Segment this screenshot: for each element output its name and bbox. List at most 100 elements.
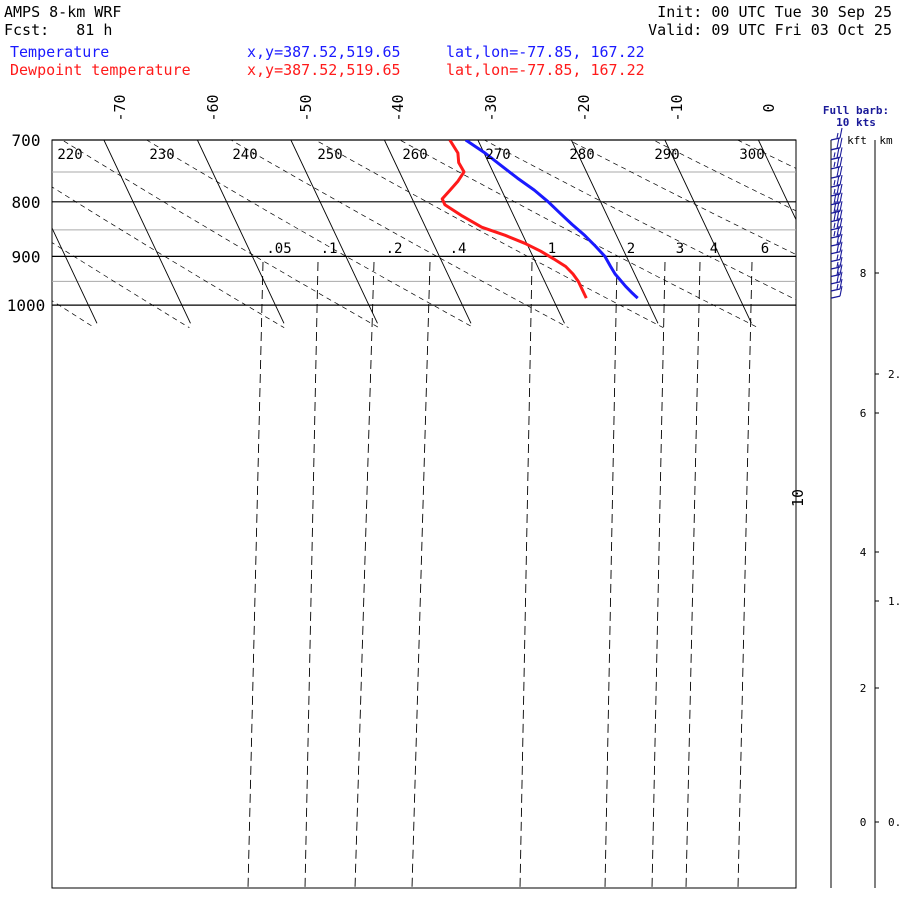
isotherm-label: -20	[575, 94, 593, 121]
wind-barb-flag	[839, 286, 843, 297]
adiabat-label: 250	[317, 147, 342, 163]
mixing-ratio-line	[354, 261, 375, 888]
isotherm	[664, 140, 752, 324]
dry-adiabat	[52, 242, 190, 328]
wind-barb-shaft	[830, 235, 841, 239]
wind-barb-flag	[839, 256, 843, 268]
temperature-legend-xy: x,y=387.52,519.65	[247, 43, 401, 61]
dry-adiabat	[52, 186, 285, 329]
isotherm	[290, 140, 378, 324]
kft-tick-label: 0	[860, 816, 867, 829]
isotherm-label: -60	[204, 94, 222, 121]
mixing-ratio-line	[519, 261, 533, 888]
dewpoint-legend-xy: x,y=387.52,519.65	[247, 61, 401, 79]
wind-barb-flag	[839, 156, 843, 167]
wind-barb-half	[836, 261, 839, 268]
wind-barb-flag	[836, 137, 840, 149]
wind-barb-shaft	[830, 288, 841, 292]
plot-frame	[51, 139, 797, 889]
wind-barb-flag	[839, 209, 843, 220]
wind-barb-shaft	[830, 273, 841, 278]
wind-barb-shaft	[830, 147, 841, 151]
wind-barb-flag	[839, 165, 843, 177]
kft-axis-label: kft	[847, 134, 867, 147]
wind-barb-flag	[833, 209, 837, 221]
wind-barb-flag	[839, 147, 843, 158]
mixing-ratio-line	[737, 261, 753, 888]
wind-barb-half	[833, 188, 836, 195]
dry-adiabat	[145, 140, 474, 329]
wind-barb-flag	[839, 225, 843, 237]
mixing-ratio-line	[651, 261, 666, 888]
wind-barb-half	[833, 180, 836, 186]
wind-barb-flag	[839, 201, 843, 212]
wind-barb-flag	[836, 264, 840, 276]
adiabat-label: 240	[232, 147, 257, 163]
wind-barb-shaft	[830, 251, 841, 255]
isotherm-label: 0	[760, 103, 778, 112]
chart-labels: 700 800 900 1000 -70 -60 -50 -40 -30 -20 -10 0 10 220…	[7, 94, 807, 507]
kft-tick-label: 4	[860, 546, 867, 559]
mixing-ratio-line	[685, 261, 701, 888]
adiabat-label: 270	[485, 147, 510, 163]
wind-barb-half	[836, 254, 839, 260]
wind-barb-flag	[839, 137, 843, 148]
km-axis-label: km	[879, 134, 893, 147]
wind-barb-flag	[836, 271, 840, 283]
chart-series	[52, 140, 796, 888]
wind-barb-shaft	[830, 202, 841, 206]
wind-barb-flag	[839, 233, 843, 245]
dry-adiabat	[230, 140, 569, 329]
mixing-ratio-label: 3	[676, 241, 684, 257]
wind-barb-flag	[839, 183, 843, 195]
isotherm-label: -30	[482, 94, 500, 121]
km-tick-label: 2.	[888, 368, 900, 381]
adiabat-label: 300	[739, 147, 764, 163]
isotherm-label: -40	[389, 94, 407, 121]
wind-barb-shaft	[830, 266, 841, 270]
wind-barb-half	[833, 230, 836, 237]
temperature-line	[464, 140, 639, 300]
mixing-ratio-label: 1	[548, 241, 556, 257]
kft-tick-label: 8	[860, 267, 867, 280]
wind-barb-half	[833, 152, 836, 158]
dry-adiabat	[399, 140, 759, 329]
wind-barb-flag	[839, 217, 843, 229]
dry-adiabat	[568, 140, 796, 255]
isotherm	[757, 140, 796, 221]
wind-barb-half	[833, 161, 836, 167]
wind-barb-shaft	[830, 295, 841, 299]
wind-barb-flag	[839, 278, 843, 290]
isotherm-label: -70	[111, 94, 129, 121]
wind-barb-shaft	[830, 219, 841, 223]
valid-time: Valid: 09 UTC Fri 03 Oct 25	[648, 21, 892, 39]
pressure-label: 800	[12, 193, 41, 212]
wind-barb-shaft	[830, 258, 841, 263]
mixing-ratio-label: 2	[627, 241, 635, 257]
mixing-ratio-line	[304, 261, 319, 888]
wind-barb-flag	[839, 249, 843, 260]
isotherm	[383, 140, 472, 324]
wind-barb-flag	[839, 192, 843, 203]
mixing-ratio-label: .05	[266, 241, 291, 257]
wind-barb-half	[836, 283, 839, 290]
kft-tick-label: 6	[860, 407, 867, 420]
pressure-label: 700	[12, 131, 41, 150]
mixing-ratio-label: .2	[386, 241, 403, 257]
adiabat-label: 280	[569, 147, 594, 163]
wind-barb-flag	[836, 165, 840, 177]
km-tick-label: 1.	[888, 595, 900, 608]
dewpoint-legend-label: Dewpoint temperature	[10, 61, 191, 79]
isotherm	[570, 140, 659, 324]
temperature-legend-label: Temperature	[10, 43, 110, 61]
temperature-legend-latlon: lat,lon=-77.85, 167.22	[446, 43, 645, 61]
wind-barb-shaft	[830, 281, 841, 285]
wind-barb-shaft	[830, 210, 841, 214]
wind-barb-flag	[839, 241, 843, 252]
pressure-label: 900	[12, 247, 41, 266]
wind-barb-flag	[836, 156, 840, 168]
mixing-ratio-line	[247, 261, 264, 888]
isotherm	[196, 140, 285, 324]
wind-barb-shaft	[830, 166, 841, 170]
wind-barb-flag	[836, 147, 840, 159]
